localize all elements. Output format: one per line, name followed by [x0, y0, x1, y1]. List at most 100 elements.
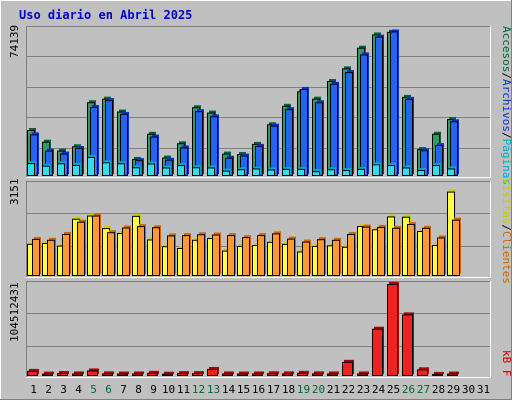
- kbf-bar: [117, 373, 128, 376]
- legend-visitas: Visitas: [500, 178, 512, 224]
- paginas-bar: [27, 163, 35, 176]
- paginas-bar: [42, 165, 50, 176]
- x-tick-label-day: 11: [177, 383, 190, 396]
- kbf-bar-shadow: [119, 371, 129, 374]
- panel-kbf: [26, 281, 491, 378]
- x-tick-label-day: 27: [417, 383, 430, 396]
- x-tick-label-day: 23: [357, 383, 370, 396]
- kbf-bar: [207, 368, 218, 376]
- legend-paginas: Páginas: [500, 139, 512, 185]
- kbf-bar-shadow: [299, 370, 309, 374]
- legend-archivos: Archivos: [500, 79, 512, 132]
- kbf-bar: [27, 370, 38, 376]
- clientes-bar: [377, 226, 385, 276]
- x-axis-day-labels: 1 2 3 4 5 6 7 8 9 10 11 12 13 14 15 16 17 18 19 20 21 22 23 24 2…: [30, 383, 490, 396]
- kbf-bar: [342, 361, 353, 376]
- paginas-bar: [207, 167, 215, 176]
- archivos-bar: [345, 72, 353, 176]
- clientes-bar: [32, 238, 40, 276]
- x-tick-label-day: 3: [60, 383, 67, 396]
- kbf-bar: [267, 373, 278, 377]
- kbf-bar-shadow: [449, 371, 459, 374]
- x-tick-label-day: 24: [372, 383, 386, 396]
- x-tick-label-day: 31: [477, 383, 490, 396]
- kbf-bar: [57, 373, 68, 376]
- x-tick-label-day: 1: [30, 383, 37, 396]
- paginas-bar: [102, 162, 110, 176]
- legend-accesos: Accesos: [500, 26, 512, 72]
- kbf-bar: [162, 373, 173, 376]
- clientes-bar: [317, 239, 325, 277]
- kbf-bar: [417, 369, 428, 376]
- kbf-bar-shadow: [149, 370, 159, 374]
- x-tick-label-day: 17: [267, 383, 280, 396]
- clientes-bar: [392, 227, 400, 276]
- kbf-bar: [357, 373, 368, 377]
- x-tick-label-day: 14: [222, 383, 236, 396]
- panel-accesos-archivos-paginas: [26, 26, 491, 178]
- kbf-bar: [237, 373, 248, 376]
- clientes-bar: [242, 237, 250, 276]
- kbf-bar-shadow: [224, 371, 234, 374]
- panel-visitas-clientes: [26, 181, 491, 278]
- clientes-bar: [257, 235, 265, 276]
- kbf-bar: [297, 372, 308, 376]
- kbf-bar-shadow: [434, 371, 444, 374]
- archivos-bar: [300, 88, 308, 176]
- middle-ymax-label: 3151: [8, 179, 21, 206]
- kbf-bar-shadow: [164, 371, 174, 374]
- x-tick-label-day: 10: [162, 383, 175, 396]
- clientes-bar: [47, 239, 55, 277]
- x-tick-label-day: 9: [150, 383, 157, 396]
- kbf-bar: [42, 373, 53, 377]
- clientes-bar: [437, 237, 445, 276]
- clientes-bar: [302, 241, 310, 276]
- kbf-bar: [327, 373, 338, 377]
- paginas-bar: [387, 165, 395, 176]
- x-tick-label-day: 4: [75, 383, 82, 396]
- paginas-bar: [252, 168, 260, 176]
- clientes-bar: [137, 226, 145, 277]
- legend-clientes: Clientes: [500, 231, 512, 284]
- x-tick-label-day: 30: [462, 383, 475, 396]
- kbf-bar: [102, 373, 113, 376]
- svg-text:Accesos/Archivos/Páginas: Accesos/Archivos/Páginas: [500, 26, 512, 185]
- kbf-bar-shadow: [74, 371, 84, 374]
- legend-separator-2: /: [500, 132, 512, 139]
- paginas-bar: [57, 163, 65, 176]
- clientes-bar: [362, 226, 370, 277]
- paginas-bar: [237, 169, 245, 176]
- chart-title: Uso diario en Abril 2025: [19, 8, 192, 22]
- x-tick-label-day: 20: [312, 383, 325, 396]
- clientes-bar: [407, 224, 415, 276]
- kbf-bar: [192, 373, 203, 377]
- clientes-bar: [62, 233, 70, 277]
- paginas-bar: [162, 167, 170, 176]
- x-tick-label-day: 13: [207, 383, 220, 396]
- clientes-bar: [107, 232, 115, 276]
- clientes-bar: [77, 221, 85, 277]
- kbf-bar: [312, 373, 323, 376]
- kbf-bar-shadow: [284, 371, 294, 374]
- clientes-bar: [92, 215, 100, 276]
- paginas-bar: [177, 165, 185, 176]
- archivos-bar: [390, 31, 398, 176]
- kbf-bar-shadow: [329, 371, 339, 374]
- paginas-bar: [297, 168, 305, 177]
- legend-kbf: kB F: [500, 350, 512, 377]
- paginas-bar: [87, 156, 95, 176]
- paginas-bar: [327, 169, 335, 176]
- x-tick-label-day: 19: [297, 383, 310, 396]
- paginas-bar: [402, 167, 410, 176]
- x-tick-label-day: 25: [387, 383, 400, 396]
- kbf-bar: [72, 373, 83, 377]
- top-legend: Accesos/Archivos/Páginas: [500, 26, 512, 185]
- kbf-bar: [432, 373, 443, 376]
- kbf-bar-shadow: [59, 371, 69, 374]
- kbf-bar: [402, 314, 413, 376]
- kbf-bar-shadow: [359, 371, 369, 374]
- clientes-bar: [152, 227, 160, 276]
- paginas-bar: [417, 170, 425, 176]
- clientes-bar: [272, 233, 280, 277]
